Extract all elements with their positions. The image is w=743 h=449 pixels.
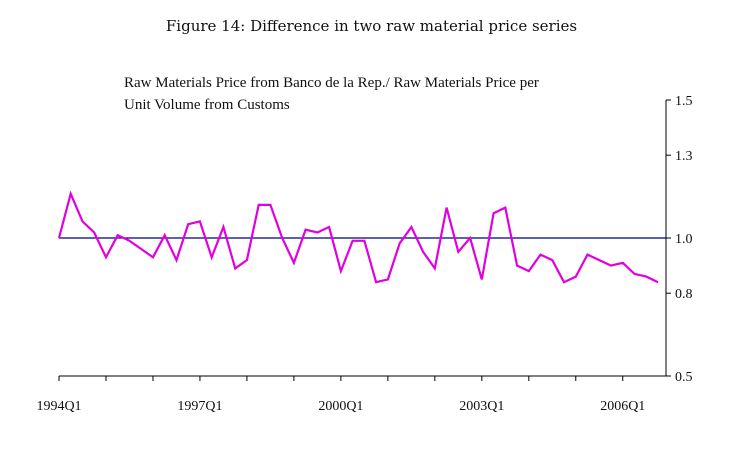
x-tick-label: 1997Q1	[177, 399, 222, 414]
figure-caption: Figure 14: Difference in two raw materia…	[165, 17, 578, 35]
x-tick-label: 2003Q1	[459, 399, 504, 414]
y-tick-label: 1.5	[675, 94, 693, 109]
tick-labels: 0.5 0.8 1.0 1.3 1.5 1994Q1 1997Q1 2000Q1 2003Q1 2…	[36, 94, 692, 414]
y-tick-label: 1.3	[675, 149, 693, 164]
y-tick-label: 0.5	[675, 370, 693, 385]
x-tick-label: 2006Q1	[600, 399, 645, 414]
chart-title: Raw Materials Price from Banco de la Rep…	[124, 72, 664, 116]
chart-title-line-1: Raw Materials Price from Banco de la Rep…	[124, 75, 539, 91]
y-tick-label: 0.8	[675, 287, 693, 302]
y-tick-label: 1.0	[675, 232, 693, 247]
x-tick-label: 1994Q1	[36, 399, 81, 414]
x-tick-label: 2000Q1	[318, 399, 363, 414]
series-group	[57, 190, 659, 284]
series-line	[57, 190, 659, 284]
chart-title-line-2: Unit Volume from Customs	[124, 97, 290, 113]
